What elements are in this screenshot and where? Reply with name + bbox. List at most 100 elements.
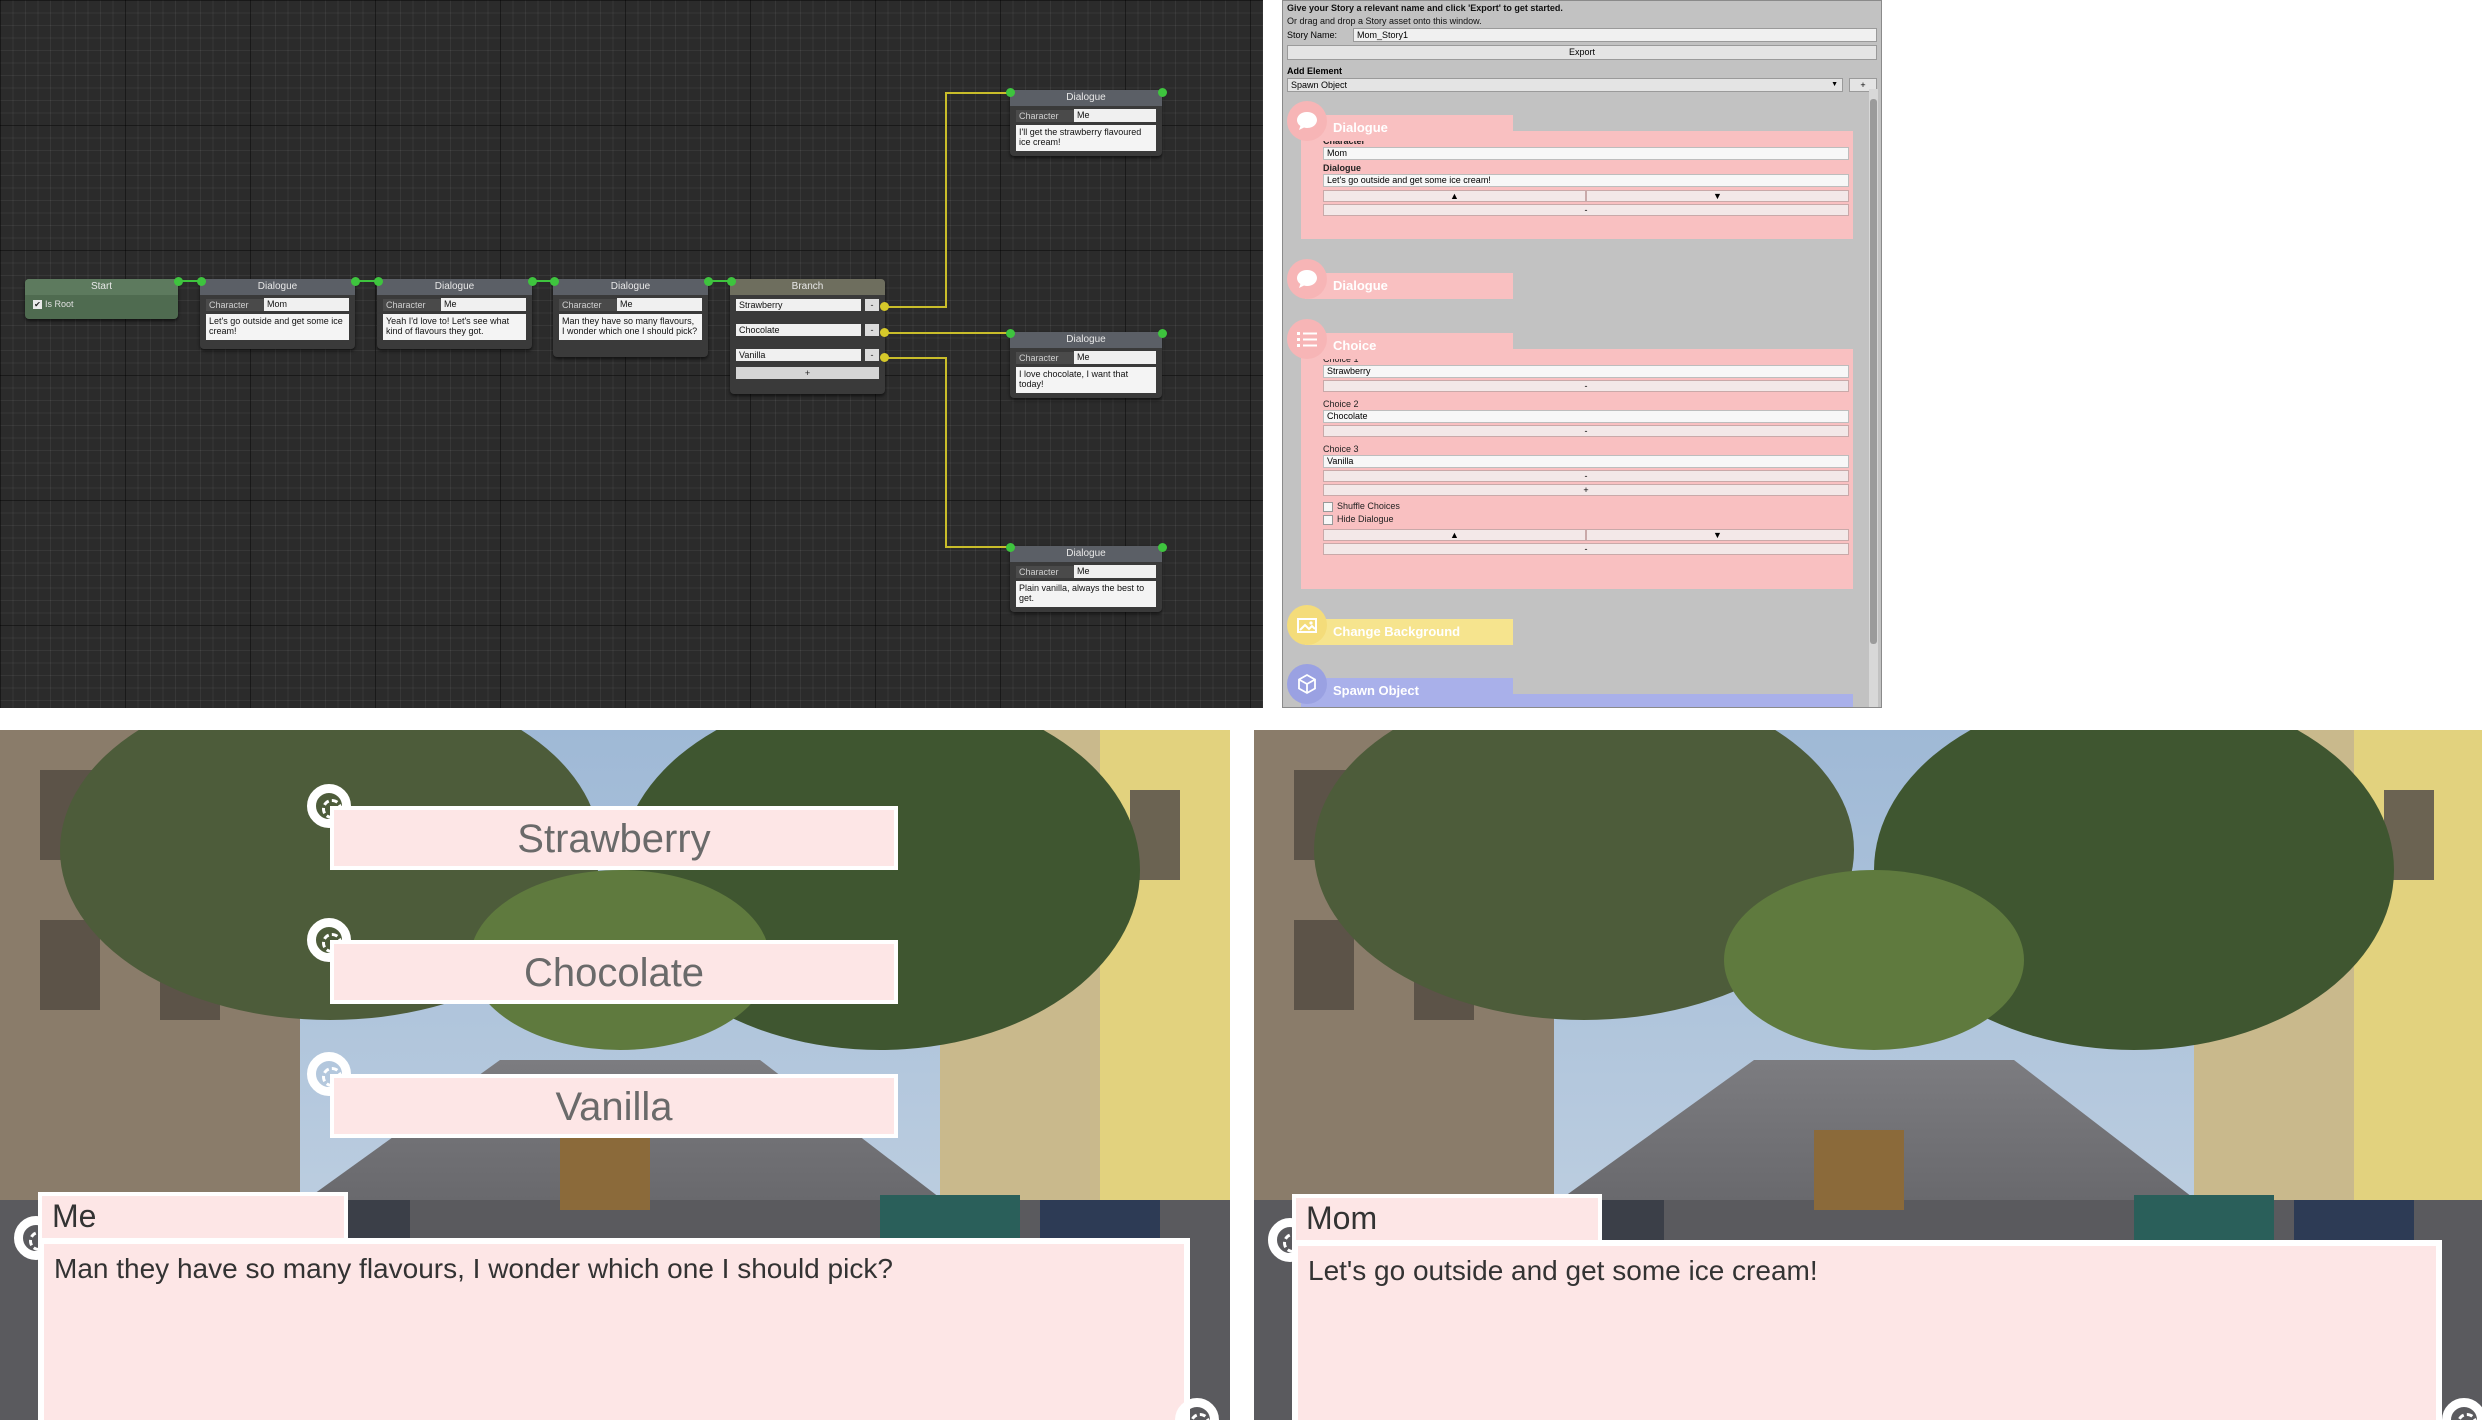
- remove-option-button[interactable]: -: [865, 324, 879, 336]
- branch-output-port-1[interactable]: [880, 302, 889, 311]
- remove-element-button[interactable]: -: [1323, 543, 1849, 555]
- add-element-dropdown[interactable]: Spawn Object ▼: [1287, 78, 1843, 92]
- outcome-3-output-port[interactable]: [1158, 543, 1167, 552]
- dialogue-text-field[interactable]: Man they have so many flavours, I wonder…: [559, 314, 702, 340]
- character-label: Character: [1016, 109, 1074, 122]
- remove-choice-button[interactable]: -: [1323, 425, 1849, 437]
- story-graph-canvas[interactable]: Start ✔ Is Root Dialogue Character Mom Let…: [0, 0, 1263, 708]
- add-option-button[interactable]: +: [736, 367, 879, 379]
- dialogue-field[interactable]: Let's go outside and get some ice cream!: [1323, 174, 1849, 187]
- outcome-1-input-port[interactable]: [1006, 88, 1015, 97]
- remove-choice-button[interactable]: -: [1323, 380, 1849, 392]
- remove-element-button[interactable]: -: [1323, 204, 1849, 216]
- choice-1-field[interactable]: Strawberry: [1323, 365, 1849, 378]
- start-node[interactable]: Start ✔ Is Root: [25, 279, 178, 319]
- choice-button-strawberry[interactable]: Strawberry: [330, 806, 898, 870]
- element-header[interactable]: Change Background: [1305, 619, 1513, 645]
- character-field[interactable]: Me: [1074, 109, 1156, 122]
- character-label: Character: [383, 298, 441, 311]
- branch-input-port[interactable]: [727, 277, 736, 286]
- dialogue-3-output-port[interactable]: [704, 277, 713, 286]
- story-name-input[interactable]: Mom_Story1: [1353, 28, 1877, 42]
- remove-option-button[interactable]: -: [865, 349, 879, 361]
- branch-option-chocolate[interactable]: Chocolate: [736, 324, 861, 336]
- dialogue-node-3[interactable]: Dialogue Character Me Man they have so ma…: [553, 279, 708, 357]
- choice-3-field[interactable]: Vanilla: [1323, 455, 1849, 468]
- character-label: Character: [559, 298, 617, 311]
- choice-button-vanilla[interactable]: Vanilla: [330, 1074, 898, 1138]
- element-header[interactable]: Choice: [1305, 333, 1513, 359]
- branch-option-vanilla[interactable]: Vanilla: [736, 349, 861, 361]
- outcome-3-input-port[interactable]: [1006, 543, 1015, 552]
- element-header[interactable]: Dialogue: [1305, 273, 1513, 299]
- add-element-selected: Spawn Object: [1291, 80, 1348, 90]
- character-field[interactable]: Me: [1074, 565, 1156, 578]
- speaker-name-box: Mom: [1292, 1194, 1602, 1248]
- character-field[interactable]: Me: [1074, 351, 1156, 364]
- choice-2-label: Choice 2: [1323, 399, 1359, 409]
- dialogue-node-title: Dialogue: [377, 279, 532, 295]
- character-field[interactable]: Mom: [264, 298, 349, 311]
- branch-output-port-3[interactable]: [880, 353, 889, 362]
- outcome-node-strawberry[interactable]: Dialogue Character Me I'll get the strawb…: [1010, 90, 1162, 156]
- outcome-1-output-port[interactable]: [1158, 88, 1167, 97]
- branch-option-strawberry[interactable]: Strawberry: [736, 299, 861, 311]
- story-inspector-panel: Give your Story a relevant name and clic…: [1282, 0, 1882, 708]
- move-up-button[interactable]: ▲: [1323, 190, 1586, 202]
- checkbox[interactable]: [1323, 501, 1333, 512]
- dialogue-text-field[interactable]: Let's go outside and get some ice cream!: [206, 314, 349, 340]
- character-field[interactable]: Me: [617, 298, 702, 311]
- hide-dialogue-label: Hide Dialogue: [1337, 514, 1394, 524]
- outcome-2-output-port[interactable]: [1158, 329, 1167, 338]
- is-root-checkbox[interactable]: ✔ Is Root: [25, 295, 178, 313]
- speech-bubble-icon: [1287, 259, 1327, 299]
- dialogue-node-title: Dialogue: [1010, 90, 1162, 106]
- branch-node[interactable]: Branch Strawberry - Chocolate - Vanilla - +: [730, 279, 885, 394]
- outcome-node-vanilla[interactable]: Dialogue Character Me Plain vanilla, alwa…: [1010, 546, 1162, 612]
- choice-2-field[interactable]: Chocolate: [1323, 410, 1849, 423]
- remove-option-button[interactable]: -: [865, 299, 879, 311]
- dialogue-box[interactable]: Man they have so many flavours, I wonder…: [38, 1238, 1190, 1420]
- character-field[interactable]: Me: [441, 298, 526, 311]
- element-header[interactable]: Dialogue: [1305, 115, 1513, 141]
- shuffle-choices-toggle[interactable]: Shuffle Choices: [1323, 500, 1849, 513]
- choice-button-chocolate[interactable]: Chocolate: [330, 940, 898, 1004]
- outcome-2-input-port[interactable]: [1006, 329, 1015, 338]
- move-down-button[interactable]: ▼: [1586, 529, 1849, 541]
- remove-choice-button[interactable]: -: [1323, 470, 1849, 482]
- outcome-node-chocolate[interactable]: Dialogue Character Me I love chocolate, I…: [1010, 332, 1162, 398]
- story-elements-list[interactable]: Character Mom Dialogue Let's go outside …: [1287, 89, 1865, 707]
- move-down-button[interactable]: ▼: [1586, 190, 1849, 202]
- character-field[interactable]: Mom: [1323, 147, 1849, 160]
- dialogue-node-1[interactable]: Dialogue Character Mom Let's go outside a…: [200, 279, 355, 349]
- checkmark-icon: ✔: [33, 300, 42, 310]
- hide-dialogue-toggle[interactable]: Hide Dialogue: [1323, 513, 1849, 526]
- dialogue-box[interactable]: Let's go outside and get some ice cream!: [1292, 1240, 2442, 1420]
- dialogue-1-input-port[interactable]: [197, 277, 206, 286]
- element-header[interactable]: Spawn Object: [1305, 678, 1513, 704]
- export-button[interactable]: Export: [1287, 45, 1877, 60]
- add-element-button[interactable]: +: [1849, 78, 1877, 92]
- dialogue-node-2[interactable]: Dialogue Character Me Yeah I'd love to! L…: [377, 279, 532, 349]
- add-choice-button[interactable]: +: [1323, 484, 1849, 496]
- character-label: Character: [1016, 351, 1074, 364]
- branch-output-port-2[interactable]: [880, 328, 889, 337]
- dialogue-text-field[interactable]: Yeah I'd love to! Let's see what kind of…: [383, 314, 526, 340]
- inspector-scrollbar[interactable]: [1869, 89, 1878, 707]
- scrollbar-thumb[interactable]: [1870, 99, 1877, 644]
- list-icon: [1287, 319, 1327, 359]
- dialogue-text-field[interactable]: I'll get the strawberry flavoured ice cr…: [1016, 125, 1156, 151]
- dialogue-text-field[interactable]: Plain vanilla, always the best to get.: [1016, 581, 1156, 607]
- dialogue-2-output-port[interactable]: [528, 277, 537, 286]
- dialogue-2-input-port[interactable]: [374, 277, 383, 286]
- dropdown-arrow-icon: ▼: [1831, 81, 1838, 88]
- start-output-port[interactable]: [174, 277, 183, 286]
- node-connections: [178, 92, 1010, 548]
- dialogue-1-output-port[interactable]: [351, 277, 360, 286]
- checkbox[interactable]: [1323, 514, 1333, 525]
- dialogue-3-input-port[interactable]: [550, 277, 559, 286]
- image-icon: [1287, 605, 1327, 645]
- dialogue-text-field[interactable]: I love chocolate, I want that today!: [1016, 367, 1156, 393]
- move-up-button[interactable]: ▲: [1323, 529, 1586, 541]
- game-view-choice: Strawberry Chocolate Vanilla Me Man they…: [0, 730, 1230, 1420]
